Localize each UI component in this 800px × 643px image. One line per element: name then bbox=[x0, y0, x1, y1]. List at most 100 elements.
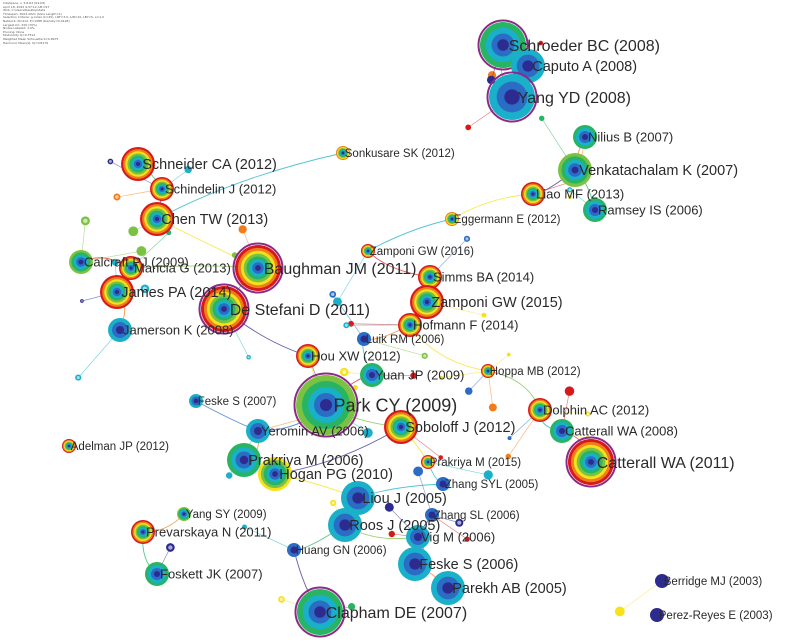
minor-node bbox=[226, 472, 232, 478]
minor-node-core bbox=[168, 545, 172, 549]
node-label: Luik RM (2006) bbox=[366, 334, 445, 346]
minor-link bbox=[620, 581, 662, 611]
node-ring bbox=[539, 409, 542, 412]
node-label: Perez-Reyes E (2003) bbox=[659, 610, 773, 622]
node-label: Simms BA (2014) bbox=[433, 270, 534, 285]
node-label: Zhang SYL (2005) bbox=[445, 479, 539, 491]
node-label: Parekh AB (2005) bbox=[452, 581, 566, 597]
minor-node-core bbox=[345, 324, 348, 327]
node-label: Zamponi GW (2016) bbox=[370, 246, 474, 258]
minor-node bbox=[565, 386, 575, 396]
node-ring bbox=[136, 162, 140, 166]
node-label: Ramsey IS (2006) bbox=[598, 203, 703, 218]
node-ring bbox=[272, 471, 278, 477]
node-label: Yang YD (2008) bbox=[518, 90, 631, 107]
node-label: Schindelin J (2012) bbox=[165, 182, 276, 197]
node-ring bbox=[255, 265, 261, 271]
node-label: Dolphin AC (2012) bbox=[543, 403, 649, 418]
node-ring bbox=[314, 606, 326, 618]
node-ring bbox=[425, 300, 429, 304]
node-label: Vig M (2006) bbox=[421, 530, 495, 545]
network-summary-block: CiteSpace, v. 5.8.R3 (64-bit) April 18, … bbox=[3, 2, 143, 45]
node-label: Zamponi GW (2015) bbox=[431, 295, 562, 311]
node-label: Sonkusare SK (2012) bbox=[345, 148, 455, 160]
minor-node bbox=[465, 124, 471, 130]
node-ring bbox=[115, 290, 119, 294]
node-label: Schneider CA (2012) bbox=[142, 157, 277, 173]
node-label: Hoppa MB (2012) bbox=[490, 366, 581, 378]
node-label: Yeromin AV (2006) bbox=[261, 424, 369, 439]
node-ring bbox=[399, 425, 403, 429]
node-label: Hofmann F (2014) bbox=[413, 318, 519, 333]
node-label: Liao MF (2013) bbox=[536, 187, 624, 202]
node-ring bbox=[307, 355, 310, 358]
node-ring bbox=[532, 193, 535, 196]
node-label: Soboloff J (2012) bbox=[405, 420, 515, 436]
node-label: Venkatachalam K (2007) bbox=[579, 163, 738, 179]
minor-node bbox=[489, 403, 497, 411]
node-label: James PA (2014) bbox=[121, 285, 231, 301]
minor-node-core bbox=[331, 293, 334, 296]
node-label: Caputo A (2008) bbox=[532, 59, 637, 75]
minor-node-core bbox=[81, 300, 83, 302]
minor-node-core bbox=[83, 219, 87, 223]
node-label: Berridge MJ (2003) bbox=[664, 576, 763, 588]
node-label: Hou XW (2012) bbox=[311, 349, 401, 364]
node-ring bbox=[161, 188, 164, 191]
node-ring bbox=[320, 399, 332, 411]
node-ring bbox=[155, 217, 159, 221]
minor-node bbox=[507, 353, 511, 357]
node-label: Feske S (2007) bbox=[198, 396, 277, 408]
node-label: Baughman JM (2011) bbox=[264, 261, 417, 278]
node-label: Mancia G (2013) bbox=[134, 261, 231, 276]
node-label: Feske S (2006) bbox=[419, 557, 518, 573]
labels-layer: Schroeder BC (2008) Caputo A (2008) Yang Y… bbox=[71, 38, 773, 622]
node-ring bbox=[497, 39, 509, 51]
node-label: Park CY (2009) bbox=[334, 395, 458, 415]
node-ring bbox=[429, 276, 432, 279]
minor-node-core bbox=[332, 501, 335, 504]
node-label: De Stefani D (2011) bbox=[230, 302, 370, 319]
minor-node-core bbox=[115, 195, 119, 199]
minor-node-core bbox=[280, 598, 283, 601]
node-label: Chen TW (2013) bbox=[161, 212, 268, 228]
node-label: Catterall WA (2011) bbox=[597, 455, 735, 472]
minor-node bbox=[539, 116, 544, 121]
minor-node-core bbox=[342, 370, 346, 374]
node-ring bbox=[240, 456, 249, 465]
node-ring bbox=[79, 260, 84, 265]
node-ring bbox=[588, 459, 594, 465]
minor-node-core bbox=[109, 160, 112, 163]
node-label: Huang GN (2006) bbox=[296, 545, 387, 557]
node-label: Nilius B (2007) bbox=[588, 130, 673, 145]
minor-node-core bbox=[248, 356, 250, 358]
node-label: Adelman JP (2012) bbox=[71, 441, 169, 453]
minor-node-core bbox=[465, 237, 468, 240]
node-label: Eggermann E (2012) bbox=[454, 214, 561, 226]
minor-node-core bbox=[423, 354, 426, 357]
node-label: Yuan JP (2009) bbox=[375, 368, 464, 383]
node-label: Clapham DE (2007) bbox=[326, 605, 467, 622]
minor-node bbox=[508, 436, 512, 440]
node-label: Zhang SL (2006) bbox=[434, 510, 520, 522]
node-label: Liou J (2005) bbox=[362, 491, 447, 507]
node-label: Prevarskaya N (2011) bbox=[146, 525, 271, 540]
node-label: Foskett JK (2007) bbox=[160, 567, 263, 582]
node-ring bbox=[221, 306, 227, 312]
minor-node-core bbox=[77, 376, 80, 379]
node-label: Prakriya M (2015) bbox=[430, 457, 522, 469]
node-label: Catterall WA (2008) bbox=[565, 424, 678, 439]
node-label: Schroeder BC (2008) bbox=[509, 38, 660, 55]
minor-node bbox=[413, 466, 423, 476]
minor-node bbox=[128, 226, 138, 236]
node-ring bbox=[572, 167, 579, 174]
minor-node bbox=[615, 606, 625, 616]
node-ring bbox=[409, 324, 412, 327]
summary-line: Harmonic Mean(Q, S)=0.8179 bbox=[3, 42, 143, 46]
node-ring bbox=[142, 531, 145, 534]
node-label: Yang SY (2009) bbox=[186, 509, 267, 521]
node-label: Jamerson K (2008) bbox=[123, 323, 234, 338]
node-label: Hogan PG (2010) bbox=[279, 467, 393, 483]
